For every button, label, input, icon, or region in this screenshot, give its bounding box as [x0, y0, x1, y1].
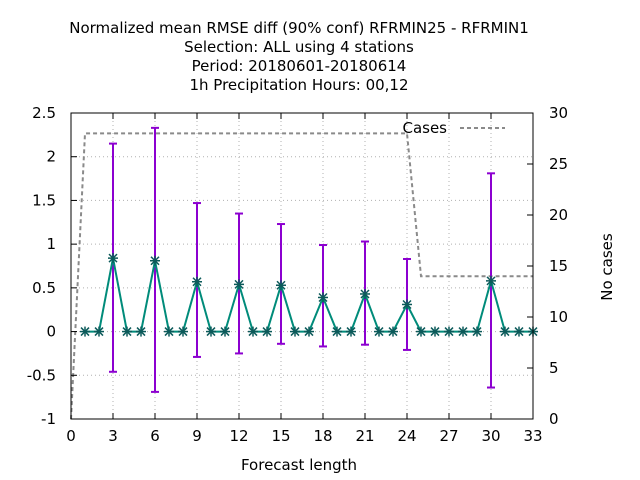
x-tick-label: 6: [150, 427, 160, 445]
data-point: [234, 279, 244, 290]
data-point: [262, 326, 272, 337]
y2-tick-label: 10: [549, 308, 568, 326]
data-point: [514, 326, 524, 337]
title-line-2: Selection: ALL using 4 stations: [184, 38, 414, 56]
x-tick-label: 27: [439, 427, 458, 445]
data-point: [94, 326, 104, 337]
mean-line: [85, 257, 533, 333]
data-point: [108, 253, 118, 264]
x-axis: 0 3 6 9 12 15 18 21 24 27 30 33: [66, 113, 543, 445]
data-point: [444, 326, 454, 337]
cases-layer: [70, 132, 533, 420]
title-line-4: 1h Precipitation Hours: 00,12: [189, 76, 408, 94]
x-tick-label: 33: [523, 427, 542, 445]
y2-tick-label: 25: [549, 155, 568, 173]
x-tick-label: 30: [481, 427, 500, 445]
y-tick-label: 1.5: [32, 191, 56, 209]
data-point: [472, 326, 482, 337]
y-tick-label: -0.5: [27, 366, 56, 384]
data-point: [164, 326, 174, 337]
x-tick-label: 15: [271, 427, 290, 445]
marker-layer: [80, 253, 538, 337]
x-tick-label: 12: [229, 427, 248, 445]
y-tick-label: 2.5: [32, 104, 56, 122]
y-tick-label: 2: [46, 148, 56, 166]
y2-axis: 0 5 10 15 20 25 30: [527, 104, 568, 428]
y2-tick-label: 5: [549, 359, 559, 377]
x-axis-label: Forecast length: [241, 456, 357, 474]
plot-frame: [70, 112, 534, 420]
data-point: [248, 326, 258, 337]
data-point: [206, 326, 216, 337]
x-tick-label: 0: [66, 427, 76, 445]
data-point: [388, 326, 398, 337]
data-point: [192, 276, 202, 287]
title-line-3: Period: 20180601-20180614: [192, 57, 407, 75]
y-axis: -1 -0.5 0 0.5 1 1.5 2 2.5: [27, 104, 77, 428]
title-line-1: Normalized mean RMSE diff (90% conf) RFR…: [69, 19, 529, 37]
y-tick-label: 1: [46, 235, 56, 253]
data-point: [374, 326, 384, 337]
y-tick-label: 0: [46, 323, 56, 341]
data-point: [80, 326, 90, 337]
y-tick-label: 0.5: [32, 279, 56, 297]
data-point: [332, 326, 342, 337]
chart-title: Normalized mean RMSE diff (90% conf) RFR…: [69, 19, 529, 94]
legend: Cases: [402, 119, 505, 137]
x-tick-label: 9: [192, 427, 202, 445]
data-point: [402, 299, 412, 310]
data-point: [122, 326, 132, 337]
data-point: [500, 326, 510, 337]
y2-tick-label: 30: [549, 104, 568, 122]
data-point: [178, 326, 188, 337]
y2-tick-label: 15: [549, 257, 568, 275]
x-tick-label: 18: [313, 427, 332, 445]
y2-tick-label: 0: [549, 410, 559, 428]
y2-tick-label: 20: [549, 206, 568, 224]
data-point: [136, 326, 146, 337]
data-point: [360, 288, 370, 299]
cases-line: [70, 132, 533, 420]
data-point: [276, 280, 286, 291]
x-tick-label: 21: [355, 427, 374, 445]
data-point: [346, 326, 356, 337]
data-point: [458, 326, 468, 337]
data-point: [430, 326, 440, 337]
data-point: [304, 326, 314, 337]
data-point: [486, 275, 496, 286]
legend-label-cases: Cases: [402, 119, 447, 137]
data-point: [290, 326, 300, 337]
errorbar-layer: [109, 126, 495, 393]
data-point: [416, 326, 426, 337]
y-tick-label: -1: [41, 410, 56, 428]
grid: [71, 113, 533, 419]
data-point: [220, 326, 230, 337]
mean-line-layer: [85, 257, 533, 333]
x-tick-label: 24: [397, 427, 416, 445]
y2-axis-label: No cases: [598, 233, 616, 301]
data-point: [318, 292, 328, 303]
x-tick-label: 3: [108, 427, 118, 445]
data-point: [150, 255, 160, 266]
